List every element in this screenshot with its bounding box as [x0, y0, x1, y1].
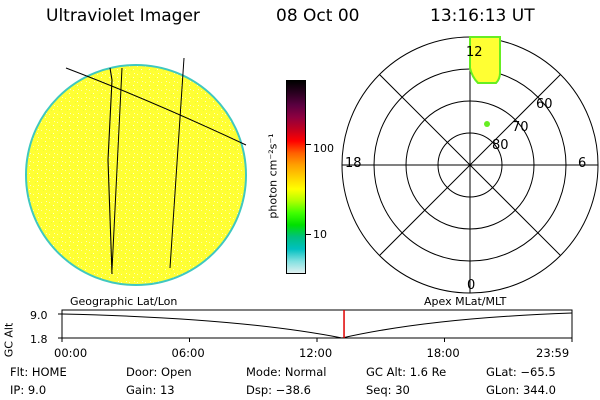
polar-mlat-mlt-plot [341, 36, 599, 294]
apex-coords-label: Apex MLat/MLT [424, 295, 507, 308]
longitude-line [111, 67, 123, 271]
colorbar-tick-mark [305, 144, 311, 145]
geographic-coords-label: Geographic Lat/Lon [70, 295, 178, 308]
colorbar-tick-mark [305, 234, 311, 235]
status-gc-alt: GC Alt: 1.6 Re [366, 365, 447, 379]
timeline-xtick-label: 00:00 [54, 346, 88, 360]
timeline-xtick-label: 06:00 [171, 346, 205, 360]
status-gain: Gain: 13 [126, 383, 175, 397]
colorbar-tick-100: 100 [313, 142, 334, 155]
longitude-line [169, 57, 185, 269]
status-door: Door: Open [126, 365, 192, 379]
timeline-xtick-label: 18:00 [426, 346, 460, 360]
date-label: 08 Oct 00 [276, 6, 360, 26]
mlat-label-80: 80 [492, 138, 509, 153]
mlt-axis-diagonal [379, 74, 561, 256]
latitude-line [65, 67, 247, 146]
timeline-ytick-bottom: 1.8 [30, 333, 48, 346]
altitude-curve [61, 312, 573, 339]
status-seq: Seq: 30 [366, 383, 410, 397]
status-glon: GLon: 344.0 [486, 383, 556, 397]
mlt-label-6: 6 [578, 156, 587, 171]
status-glat: GLat: −65.5 [486, 365, 556, 379]
mlat-label-60: 60 [536, 97, 553, 112]
timeline-xtick-marks [61, 338, 573, 342]
mlat-label-70: 70 [512, 120, 529, 135]
time-label: 13:16:13 UT [430, 6, 535, 26]
app-title: Ultraviolet Imager [46, 6, 200, 26]
mlt-label-0: 0 [467, 278, 476, 293]
status-dsp: Dsp: −38.6 [246, 383, 311, 397]
color-scale-bar [286, 80, 306, 274]
colorbar-tick-10: 10 [313, 228, 327, 241]
auroral-spot [484, 121, 490, 127]
mlt-label-18: 18 [345, 156, 362, 171]
orbit-track-line [107, 67, 113, 275]
timeline-xtick-label: 12:00 [299, 346, 333, 360]
status-mode: Mode: Normal [246, 365, 327, 379]
timeline-xtick-label: 23:59 [536, 346, 570, 360]
auroral-emission-patch [469, 36, 501, 84]
status-flt: Flt: HOME [10, 365, 67, 379]
mlt-label-12: 12 [466, 45, 483, 60]
status-ip: IP: 9.0 [10, 383, 47, 397]
timeline-ytick-top: 9.0 [30, 309, 48, 322]
